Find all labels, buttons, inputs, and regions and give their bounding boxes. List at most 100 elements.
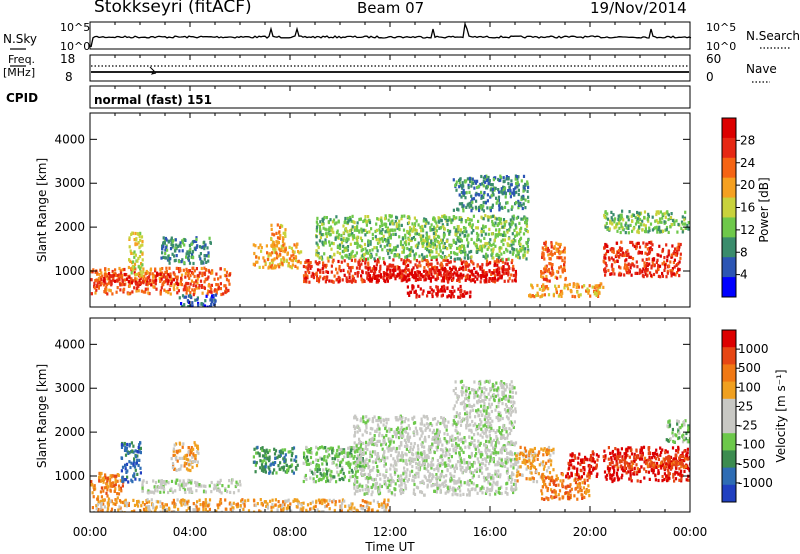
velocity-cell [171,466,174,470]
power-cell [502,242,505,247]
power-cell [162,280,166,284]
power-cell [415,229,418,233]
power-cell [387,274,390,279]
velocity-cell [307,462,311,466]
power-cell [572,284,575,289]
power-cell [442,225,445,229]
power-cell [203,280,206,284]
power-cell [485,279,488,283]
power-cell [196,296,199,300]
power-cell [116,286,119,290]
power-cell [623,266,626,270]
power-cell [517,199,520,203]
power-cell [416,243,419,247]
velocity-cell [364,476,367,481]
power-cell [104,287,107,291]
velocity-cell [494,472,497,476]
power-cell [361,280,364,284]
power-cell [123,278,127,282]
power-cell [673,220,676,224]
power-cell [315,235,318,239]
power-cell [437,216,440,220]
power-cell [406,285,409,289]
power-cell [332,218,336,222]
power-cell [175,266,178,270]
velocity-cell [489,421,492,425]
power-cell [458,181,461,185]
velocity-cell [216,480,219,484]
power-cell [467,268,470,272]
velocity-cell [423,423,426,427]
colorbar-tick-label: 12 [740,223,755,237]
power-cell [348,253,351,257]
power-cell [643,261,646,265]
velocity-cell [170,457,173,461]
power-cell [375,222,378,226]
power-cell [617,249,621,253]
power-cell [148,275,151,279]
power-cell [105,272,108,277]
velocity-cell [476,445,479,449]
velocity-cell [187,458,190,462]
power-cell [666,271,669,275]
power-cell [543,288,546,292]
power-cell [330,247,333,251]
velocity-cell [358,437,361,441]
power-cell [376,217,379,221]
power-cell [164,248,167,252]
power-cell [657,274,660,278]
power-cell [503,205,507,209]
power-cell [260,249,263,253]
power-cell [325,277,328,281]
power-cell [279,234,282,238]
power-cell [667,253,670,257]
velocity-cell [369,437,372,442]
power-cell [355,266,359,270]
velocity-cell [475,428,478,432]
velocity-cell [121,479,124,483]
power-cell [446,259,449,263]
power-cell [275,256,279,260]
power-cell [637,228,640,232]
power-cell [631,257,635,261]
power-cell [293,243,296,247]
power-cell [482,269,485,273]
power-cell [508,222,511,226]
power-cell [487,182,490,186]
velocity-cell [473,433,476,437]
power-cell [425,242,429,246]
power-cell [351,278,355,282]
power-cell [526,250,529,254]
power-cell [577,285,580,289]
power-cell [616,229,619,233]
power-cell [560,294,563,298]
velocity-cell [252,455,255,459]
power-cell [627,218,630,222]
power-cell [130,232,133,236]
power-cell [438,220,441,224]
velocity-cell [398,431,401,435]
power-cell [405,264,408,268]
power-cell [360,239,364,243]
power-cell [476,264,479,268]
power-cell [573,282,576,286]
power-cell [536,293,539,297]
velocity-cell [388,429,391,434]
power-cell [396,226,399,230]
power-cell [164,270,167,274]
velocity-cell [323,456,326,460]
power-cell [345,246,348,250]
power-cell [346,216,349,220]
power-cell [422,219,425,223]
power-cell [200,266,203,271]
power-cell [325,234,328,238]
power-cell [413,216,416,220]
power-cell [273,233,276,237]
power-cell [553,251,556,255]
velocity-cell [443,454,447,458]
velocity-cell [476,491,479,495]
velocity-cell [348,451,352,455]
power-cell [603,253,606,257]
power-cell [212,294,215,298]
velocity-cell [92,495,95,499]
